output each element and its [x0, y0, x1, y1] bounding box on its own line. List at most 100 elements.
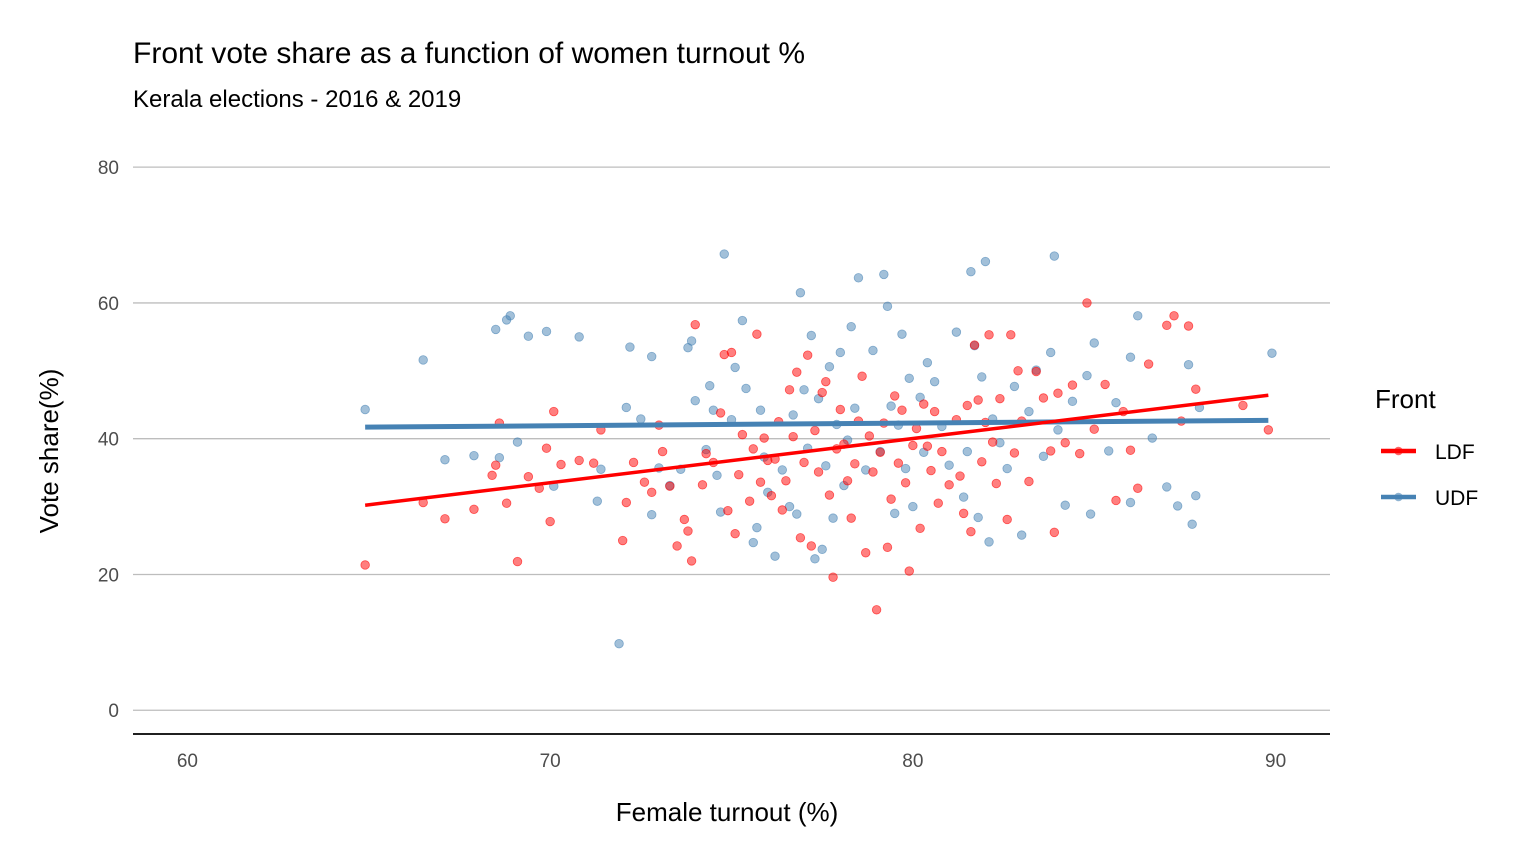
- data-point: [1147, 433, 1157, 443]
- data-point: [523, 331, 534, 341]
- data-point: [1045, 347, 1056, 358]
- legend-label: LDF: [1435, 441, 1475, 464]
- data-point: [712, 470, 722, 481]
- data-point: [908, 440, 918, 451]
- data-point: [890, 391, 900, 401]
- data-point: [977, 372, 987, 382]
- data-point: [614, 639, 624, 649]
- trend-line-udf: [365, 417, 1269, 430]
- data-point: [1002, 514, 1012, 525]
- data-point: [491, 460, 501, 470]
- data-point: [900, 478, 911, 488]
- data-point: [1049, 527, 1060, 538]
- data-point: [958, 492, 969, 502]
- data-point: [1031, 366, 1041, 377]
- data-point: [1133, 311, 1143, 321]
- data-point: [951, 327, 962, 337]
- data-point: [1187, 519, 1197, 529]
- data-point: [759, 433, 769, 443]
- data-point: [719, 249, 729, 259]
- data-point: [810, 554, 820, 564]
- data-point: [766, 491, 777, 501]
- y-tick-label: 0: [108, 701, 119, 722]
- data-point: [1009, 448, 1020, 458]
- data-point: [991, 478, 1001, 489]
- data-point: [922, 441, 933, 451]
- x-axis-ticks: 60 70 80 90: [177, 751, 1286, 772]
- data-point: [958, 508, 969, 519]
- data-point: [1125, 497, 1136, 508]
- data-point: [915, 523, 925, 534]
- data-point: [440, 455, 450, 465]
- data-point: [596, 464, 606, 474]
- data-point: [795, 288, 806, 298]
- data-point: [987, 437, 998, 447]
- data-point: [1169, 311, 1179, 321]
- data-point: [1075, 448, 1085, 459]
- data-point: [821, 376, 831, 387]
- data-point: [1060, 438, 1070, 448]
- data-point: [1082, 370, 1092, 381]
- data-point: [944, 460, 954, 470]
- data-point: [574, 332, 584, 342]
- data-point: [665, 481, 675, 491]
- data-point: [723, 505, 733, 516]
- data-point: [871, 605, 882, 615]
- data-point: [748, 444, 758, 454]
- data-point: [1125, 352, 1136, 362]
- data-point: [752, 329, 762, 339]
- data-point: [487, 470, 497, 481]
- data-point: [980, 256, 991, 267]
- data-point: [817, 387, 827, 398]
- data-point: [977, 457, 987, 467]
- data-point: [900, 463, 911, 474]
- data-point: [744, 496, 755, 506]
- data-point: [647, 487, 657, 498]
- data-point: [904, 566, 914, 576]
- data-point: [1089, 338, 1099, 348]
- data-point: [1060, 500, 1070, 510]
- legend-key-point: [1394, 492, 1403, 502]
- data-point: [842, 476, 853, 486]
- data-point: [1009, 381, 1020, 392]
- data-point: [1002, 463, 1012, 474]
- data-point: [1172, 501, 1183, 511]
- chart-title: Front vote share as a function of women …: [133, 37, 805, 70]
- data-point: [802, 350, 813, 360]
- data-point: [574, 455, 584, 466]
- data-point: [1016, 530, 1027, 540]
- data-point: [955, 471, 965, 481]
- data-point: [690, 319, 700, 330]
- trend-line-ldf: [364, 393, 1269, 507]
- y-axis-ticks: 0 20 40 60 80: [98, 158, 119, 722]
- data-point: [824, 362, 835, 372]
- data-point: [690, 395, 700, 406]
- data-point: [752, 522, 762, 533]
- data-point: [647, 351, 657, 362]
- data-point: [850, 403, 860, 413]
- data-point: [734, 469, 744, 480]
- data-point: [973, 512, 983, 523]
- data-point: [1082, 298, 1092, 308]
- data-point: [868, 467, 878, 477]
- data-point: [1183, 360, 1194, 370]
- legend-key-point: [1394, 446, 1403, 456]
- data-point: [966, 266, 976, 277]
- y-tick-label: 20: [98, 565, 119, 586]
- data-point: [944, 480, 954, 490]
- data-point: [926, 465, 936, 476]
- data-point: [792, 367, 802, 377]
- data-point: [1104, 446, 1114, 456]
- data-point: [781, 476, 791, 486]
- data-point: [1089, 424, 1099, 434]
- data-point: [879, 269, 889, 280]
- data-point: [919, 399, 929, 409]
- data-point: [621, 497, 632, 508]
- data-point: [893, 458, 904, 468]
- data-point: [741, 383, 751, 394]
- data-point: [679, 514, 690, 525]
- data-point: [621, 402, 632, 413]
- data-point: [1143, 359, 1154, 369]
- data-point: [617, 535, 628, 546]
- legend-item-udf: UDF: [1381, 487, 1478, 510]
